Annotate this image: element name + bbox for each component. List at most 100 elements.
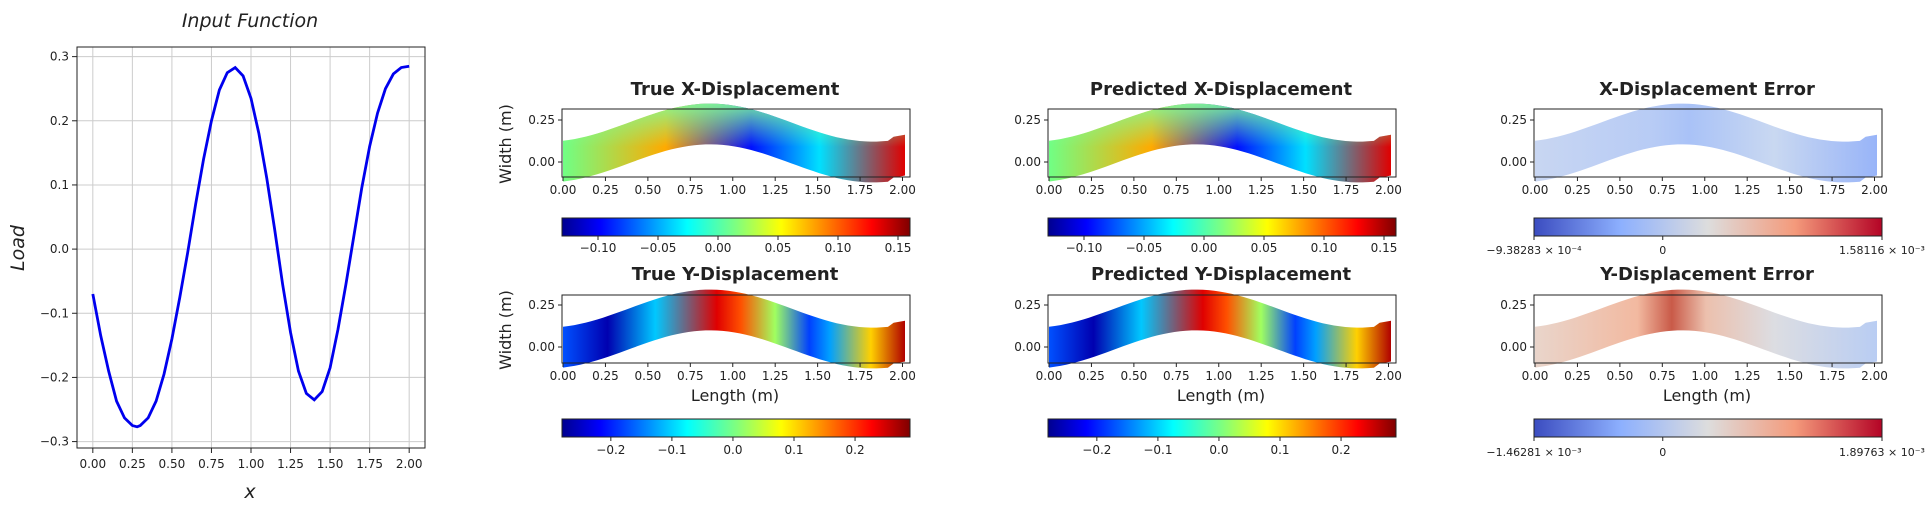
y-tick-label: 0.1 — [50, 178, 69, 192]
y-axis-label: Width (m) — [496, 290, 515, 370]
colorbar-tick-label: 0.10 — [825, 241, 852, 255]
x-axis-label: Length (m) — [691, 386, 779, 405]
colorbar-tick-label: 0.15 — [885, 241, 912, 255]
panel-title: Predicted Y-Displacement — [1091, 264, 1352, 285]
colorbar-tick-label: 0.10 — [1311, 241, 1338, 255]
displacement-field-shading — [563, 103, 905, 183]
y-tick-label: 0.25 — [1500, 298, 1527, 312]
predicted-y-displacement-panel: Predicted Y-Displacement Length (m) 0.00… — [1014, 264, 1402, 457]
x-tick-label: 0.00 — [79, 457, 106, 471]
x-tick-label: 1.25 — [1734, 183, 1761, 197]
colorbar-tick-label: 0.2 — [846, 443, 865, 457]
displacement-field — [1535, 103, 1877, 183]
x-tick-label: 0.25 — [1078, 183, 1105, 197]
colorbar-tick-label: −9.38283 × 10⁻⁴ — [1486, 244, 1582, 257]
x-tick-label: 0.25 — [1078, 369, 1105, 383]
x-tick-label: 0.50 — [1607, 183, 1634, 197]
panel-title: Y-Displacement Error — [1599, 264, 1814, 285]
y-tick-label: 0.00 — [528, 155, 555, 169]
x-tick-label: 0.75 — [1163, 183, 1190, 197]
x-tick-label: 1.50 — [804, 183, 831, 197]
colorbar-tick-label: −0.1 — [657, 443, 686, 457]
x-tick-label: 2.00 — [1375, 369, 1402, 383]
x-tick-label: 0.50 — [635, 369, 662, 383]
x-tick-label: 1.00 — [1205, 183, 1232, 197]
x-tick-label: 1.25 — [1734, 369, 1761, 383]
y-tick-label: 0.00 — [1014, 155, 1041, 169]
y-tick-label: 0.3 — [50, 50, 69, 64]
x-tick-label: 0.00 — [1036, 369, 1063, 383]
y-tick-label: 0.25 — [1014, 113, 1041, 127]
y-tick-label: 0.0 — [50, 242, 69, 256]
x-tick-label: 1.50 — [804, 369, 831, 383]
gridlines — [77, 47, 425, 448]
x-tick-label: 0.75 — [677, 369, 704, 383]
colorbar-tick-label: 0.05 — [765, 241, 792, 255]
x-tick-label: 0.75 — [1649, 369, 1676, 383]
x-tick-label: 1.25 — [762, 183, 789, 197]
x-tick-label: 1.25 — [1248, 183, 1275, 197]
input-function-chart: Input Function 0.00 0.25 0.50 0.75 1.00 1.25 1… — [7, 10, 426, 503]
colorbar-tick-label: 0 — [1659, 446, 1666, 459]
colorbar-tick-label: 0.2 — [1332, 443, 1351, 457]
y-displacement-error-panel: Y-Displacement Error Length (m) 0.00 0.25… — [1486, 264, 1925, 459]
true-x-displacement-panel: True X-Displacement Width (m) 0.00 0.25 0.… — [496, 79, 916, 255]
plot-frame — [561, 294, 911, 364]
load-series-line — [91, 64, 410, 429]
x-tick-label: 0.75 — [1163, 369, 1190, 383]
panel-title: True X-Displacement — [631, 79, 840, 100]
x-tick-label: 1.50 — [1776, 183, 1803, 197]
x-tick-label: 1.50 — [317, 457, 344, 471]
true-y-displacement-panel: True Y-Displacement Width (m) Length (m)… — [496, 264, 916, 457]
colorbar — [561, 217, 911, 237]
x-tick-label: 0.75 — [1649, 183, 1676, 197]
y-tick-label: −0.2 — [40, 370, 69, 384]
y-tick-label: 0.00 — [528, 340, 555, 354]
displacement-field-shading — [1049, 103, 1391, 183]
x-tick-label: 1.75 — [847, 369, 874, 383]
x-tick-label: 0.00 — [550, 183, 577, 197]
x-tick-label: 0.25 — [592, 183, 619, 197]
x-axis-label: Length (m) — [1177, 386, 1265, 405]
x-axis-label: x — [243, 481, 256, 503]
x-displacement-error-panel: X-Displacement Error 0.00 0.25 0.50 0.75 1.0… — [1486, 79, 1925, 257]
colorbar-tick-label: 0.1 — [784, 443, 803, 457]
x-tick-label: 1.50 — [1776, 369, 1803, 383]
x-tick-label: 0.00 — [1522, 369, 1549, 383]
x-tick-label: 2.00 — [1861, 183, 1888, 197]
plot-frame — [1533, 294, 1883, 364]
y-tick-label: 0.00 — [1014, 340, 1041, 354]
colorbar-tick-label: −0.10 — [580, 241, 617, 255]
colorbar-tick-label: −0.1 — [1143, 443, 1172, 457]
x-tick-label: 0.25 — [592, 369, 619, 383]
colorbar-tick-label: −0.2 — [596, 443, 625, 457]
x-tick-labels: 0.00 0.25 0.50 0.75 1.00 1.25 1.50 1.75 2.00 — [79, 448, 423, 471]
x-tick-label: 1.00 — [1691, 183, 1718, 197]
x-tick-label: 1.25 — [1248, 369, 1275, 383]
x-tick-label: 1.00 — [238, 457, 265, 471]
x-tick-label: 0.75 — [198, 457, 225, 471]
colorbar — [1047, 217, 1397, 237]
x-tick-label: 2.00 — [396, 457, 423, 471]
plot-frame — [561, 108, 911, 178]
panel-title: True Y-Displacement — [632, 264, 839, 285]
y-tick-label: 0.25 — [528, 113, 555, 127]
colorbar-tick-label: 0.00 — [705, 241, 732, 255]
x-tick-label: 1.50 — [1290, 369, 1317, 383]
colorbar — [1533, 418, 1883, 438]
displacement-field — [1535, 289, 1877, 369]
plot-frame — [1047, 108, 1397, 178]
x-tick-label: 2.00 — [889, 369, 916, 383]
displacement-field — [563, 289, 905, 369]
colorbar-tick-label: 1.58116 × 10⁻³ — [1839, 244, 1925, 257]
y-tick-label: 0.25 — [528, 298, 555, 312]
colorbar — [1533, 217, 1883, 237]
x-tick-label: 1.50 — [1290, 183, 1317, 197]
x-tick-label: 0.00 — [1522, 183, 1549, 197]
panel-title: Predicted X-Displacement — [1090, 79, 1353, 100]
x-tick-label: 1.00 — [1205, 369, 1232, 383]
y-tick-label: 0.25 — [1014, 298, 1041, 312]
x-tick-label: 1.75 — [1333, 369, 1360, 383]
colorbar — [561, 418, 911, 438]
